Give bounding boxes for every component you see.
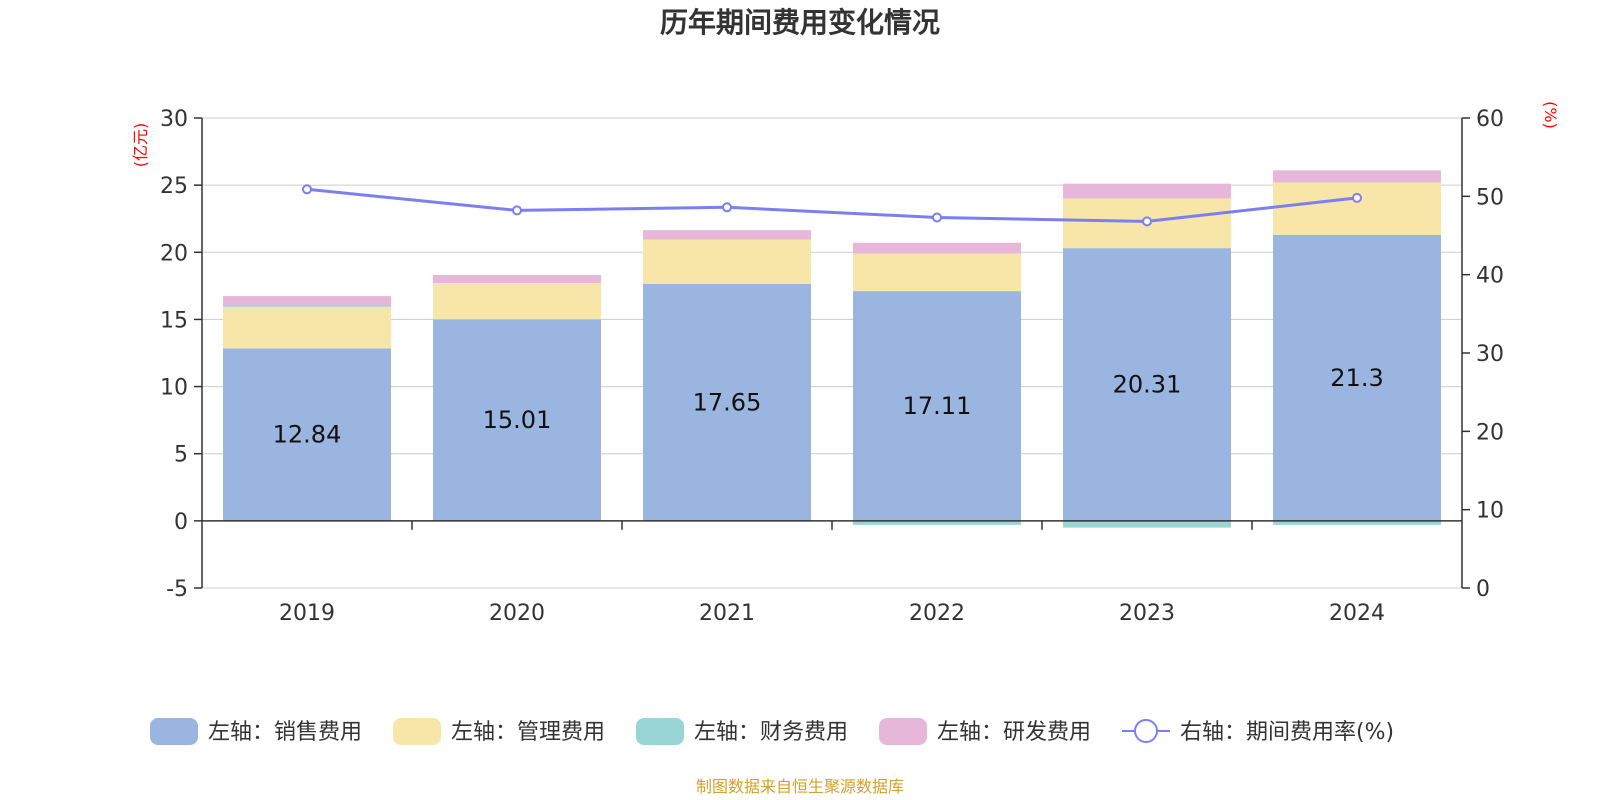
left-tick-label: 0 — [174, 510, 188, 535]
bar-rd-2019 — [223, 296, 391, 306]
legend-swatch-admin — [393, 718, 441, 745]
x-tick-label: 2021 — [699, 601, 755, 626]
rate-polyline — [306, 187, 1358, 223]
left-tick-label: -5 — [166, 577, 188, 602]
bar-sales-2021 — [643, 283, 811, 521]
x-tick-label: 2022 — [909, 601, 965, 626]
rate-point-2019 — [302, 184, 312, 195]
bar-finance-2019 — [223, 305, 391, 307]
x-tick-label: 2024 — [1329, 601, 1385, 626]
legend-swatch-sales — [150, 718, 198, 745]
bar-admin-2020 — [433, 283, 601, 320]
rate-point-2022 — [932, 212, 942, 223]
right-tick-label: 20 — [1476, 420, 1504, 445]
bar-finance-2024 — [1273, 520, 1441, 525]
right-tick-label: 0 — [1476, 577, 1490, 602]
bar-sales-2022 — [853, 291, 1021, 521]
legend-swatch-finance — [636, 718, 684, 745]
x-tick-label: 2023 — [1119, 601, 1175, 626]
bar-sales-2024 — [1273, 234, 1441, 521]
right-axis-unit: (%) — [1541, 101, 1560, 129]
bar-rd-2020 — [433, 274, 601, 284]
chart-title: 历年期间费用变化情况 — [660, 6, 940, 39]
bar-rd-2021 — [643, 230, 811, 240]
data-label-2024: 21.3 — [1330, 364, 1383, 392]
rate-line — [302, 184, 1362, 227]
legend-label-finance: 左轴：财务费用 — [694, 720, 848, 745]
bar-admin-2021 — [643, 239, 811, 284]
bar-admin-2024 — [1273, 182, 1441, 235]
bar-sales-2023 — [1063, 248, 1231, 521]
legend: 左轴：销售费用 左轴：管理费用 左轴：财务费用 左轴：研发费用 右轴：期间费用率(%) — [150, 718, 1394, 745]
data-label-2022: 17.11 — [903, 392, 972, 420]
bar-sales-2019 — [223, 348, 391, 521]
legend-marker-icon — [1134, 719, 1158, 743]
bar-finance-2022 — [853, 520, 1021, 525]
x-tick-label: 2019 — [279, 601, 335, 626]
right-tick-label: 40 — [1476, 264, 1504, 289]
left-tick-label: 30 — [160, 107, 188, 132]
left-axis-unit: (亿元) — [131, 123, 150, 168]
bar-sales-2020 — [433, 319, 601, 521]
data-label-2021: 17.65 — [693, 388, 762, 416]
legend-label-rate: 右轴：期间费用率(%) — [1180, 720, 1394, 745]
rate-point-2023 — [1142, 216, 1152, 227]
right-tick-label: 10 — [1476, 499, 1504, 524]
grid — [202, 117, 1462, 589]
legend-swatch-rd — [879, 718, 927, 745]
x-tick-label: 2020 — [489, 601, 545, 626]
data-label-2020: 15.01 — [483, 406, 552, 434]
source-note: 制图数据来自恒生聚源数据库 — [696, 777, 904, 796]
data-labels: 12.84 15.01 17.65 17.11 20.31 21.3 — [273, 364, 1384, 449]
legend-label-admin: 左轴：管理费用 — [451, 720, 605, 745]
right-tick-label: 60 — [1476, 107, 1504, 132]
data-label-2019: 12.84 — [273, 421, 342, 449]
left-tick-label: 10 — [160, 376, 188, 401]
legend-label-sales: 左轴：销售费用 — [208, 720, 362, 745]
bar-rd-2022 — [853, 242, 1021, 254]
data-label-2023: 20.31 — [1113, 370, 1182, 398]
axes: -5 0 5 10 15 20 25 30 0 10 20 30 40 50 60 2019 2020 2021 2… — [160, 107, 1504, 626]
rate-point-2024 — [1352, 192, 1362, 203]
left-tick-label: 15 — [160, 308, 188, 333]
bar-finance-2023 — [1063, 520, 1231, 528]
right-tick-label: 30 — [1476, 342, 1504, 367]
rate-point-2020 — [512, 205, 522, 216]
left-tick-label: 25 — [160, 174, 188, 199]
left-tick-label: 5 — [174, 443, 188, 468]
left-tick-label: 20 — [160, 241, 188, 266]
bar-rd-2024 — [1273, 170, 1441, 183]
legend-label-rd: 左轴：研发费用 — [937, 720, 1091, 745]
rate-point-2021 — [722, 202, 732, 213]
right-tick-label: 50 — [1476, 185, 1504, 210]
bar-rd-2023 — [1063, 183, 1231, 199]
bars — [223, 170, 1441, 528]
bar-admin-2019 — [223, 306, 391, 349]
bar-admin-2022 — [853, 253, 1021, 292]
